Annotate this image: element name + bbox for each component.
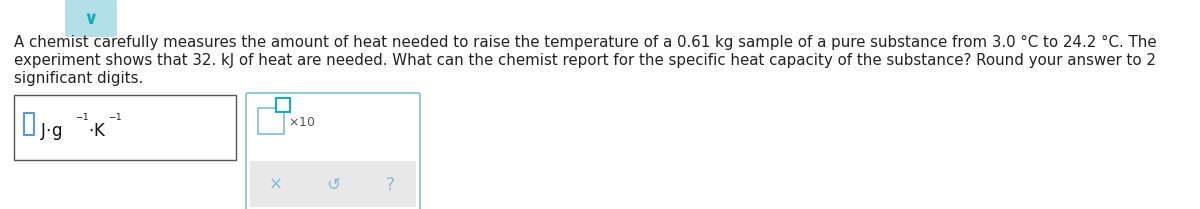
Text: ↺: ↺ [326,176,340,194]
Bar [258,108,284,134]
Bar [14,95,236,160]
Text: experiment shows that 32. kJ of heat are needed. What can the chemist report for: experiment shows that 32. kJ of heat are… [14,52,1156,68]
Bar [24,113,34,135]
Text: J$\cdot$g: J$\cdot$g [40,121,62,141]
Text: ×: × [269,176,283,194]
Text: A chemist carefully measures the amount of heat needed to raise the temperature : A chemist carefully measures the amount … [14,34,1157,50]
Bar [250,161,416,207]
Text: ?: ? [385,176,395,194]
Text: significant digits.: significant digits. [14,70,143,85]
Text: $\cdot$K: $\cdot$K [88,122,107,140]
FancyBboxPatch shape [65,0,118,37]
FancyBboxPatch shape [246,93,420,209]
Text: $^{-1}$: $^{-1}$ [74,113,89,126]
Text: ∨: ∨ [84,10,98,28]
Text: $^{-1}$: $^{-1}$ [108,113,122,126]
Text: $\times$10: $\times$10 [288,116,316,130]
Bar [276,98,290,112]
